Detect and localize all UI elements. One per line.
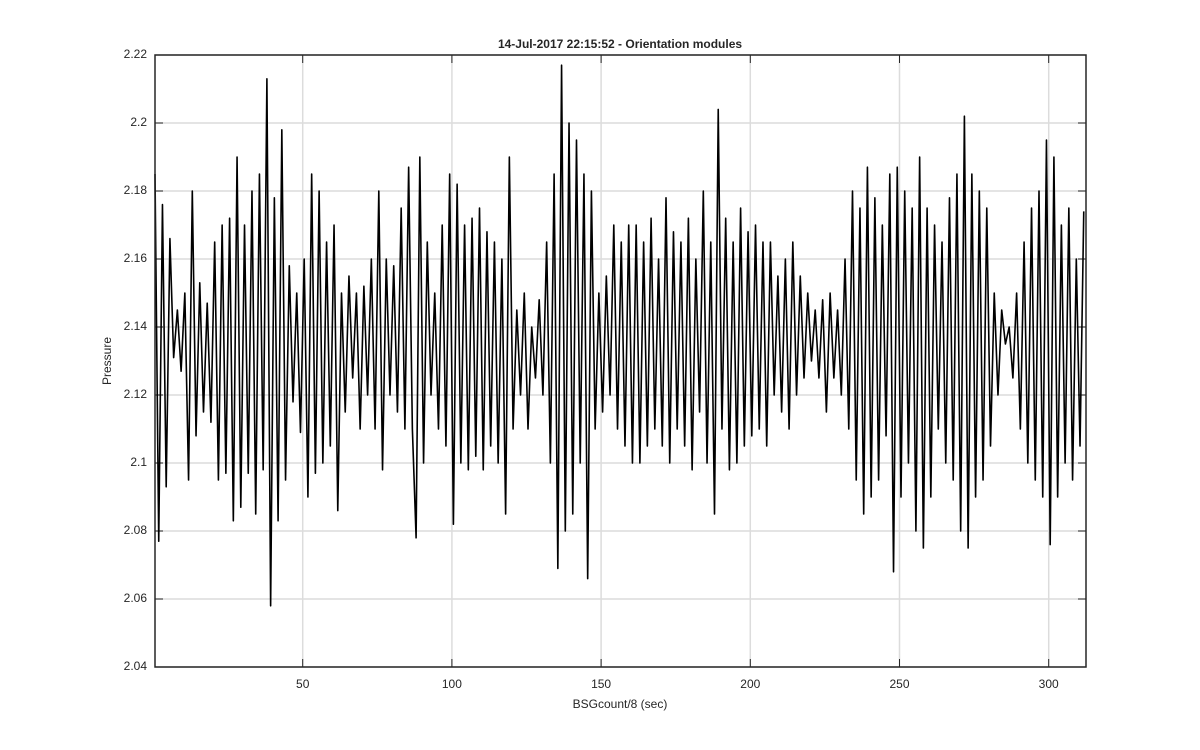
y-axis-label: Pressure (100, 337, 114, 385)
y-tick-label: 2.2 (130, 115, 147, 129)
y-tick-label: 2.08 (124, 523, 148, 537)
x-tick-label: 200 (740, 677, 760, 691)
chart-title: 14-Jul-2017 22:15:52 - Orientation modul… (498, 37, 742, 51)
x-tick-label: 150 (591, 677, 611, 691)
x-axis-label: BSGcount/8 (sec) (573, 697, 668, 711)
x-tick-label: 100 (442, 677, 462, 691)
y-tick-label: 2.22 (124, 47, 148, 61)
y-tick-label: 2.04 (124, 659, 148, 673)
y-tick-label: 2.06 (124, 591, 148, 605)
x-tick-label: 50 (296, 677, 310, 691)
y-tick-label: 2.1 (130, 455, 147, 469)
y-tick-label: 2.14 (124, 319, 148, 333)
y-tick-label: 2.12 (124, 387, 148, 401)
x-tick-label: 300 (1039, 677, 1059, 691)
y-tick-label: 2.18 (124, 183, 148, 197)
data-line (154, 64, 1085, 607)
plot-frame (154, 54, 1087, 668)
y-tick-label: 2.16 (124, 251, 148, 265)
x-tick-label: 250 (889, 677, 909, 691)
